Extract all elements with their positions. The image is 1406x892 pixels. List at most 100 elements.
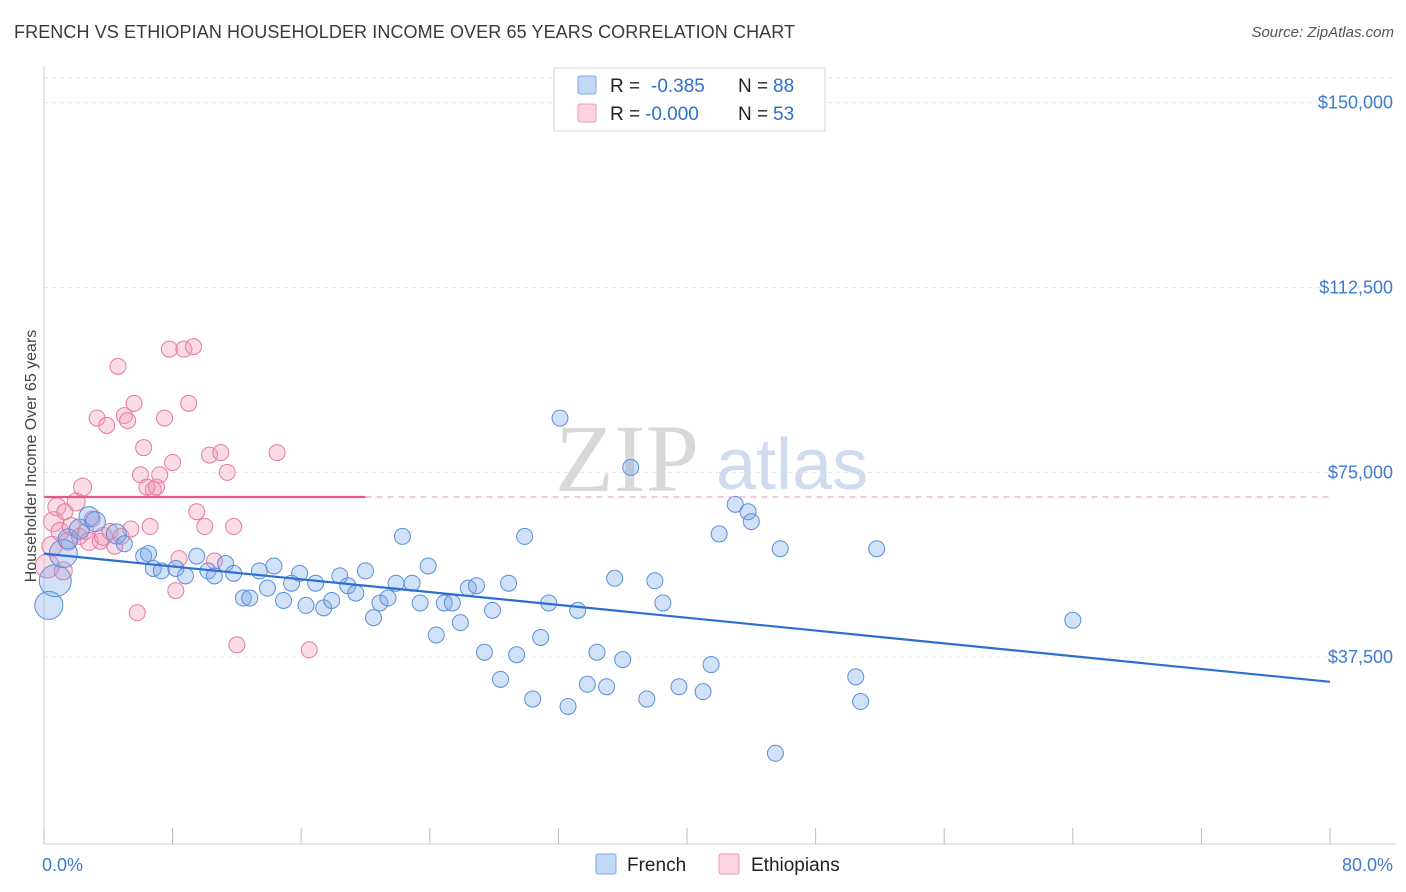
french-point-34	[347, 584, 365, 602]
ethiopians-points	[34, 338, 318, 659]
y-tick-label-0: $37,500	[1328, 647, 1393, 667]
french-point-27	[291, 564, 309, 582]
french-point-56	[524, 690, 542, 708]
source-credit: Source: ZipAtlas.com	[1251, 24, 1394, 41]
french-point-28	[297, 596, 315, 614]
bottom-legend-ethiopians-label: Ethiopians	[751, 855, 840, 876]
french-point-6	[84, 511, 106, 533]
ethiopians-point-11	[73, 477, 93, 497]
legend-ethiopians-swatch	[577, 103, 597, 123]
french-point-67	[622, 458, 640, 476]
axes	[43, 66, 1396, 845]
ethiopians-point-47	[218, 463, 236, 481]
ethiopians-point-50	[268, 444, 286, 462]
x-tick-label-1: 80.0%	[1342, 855, 1393, 875]
french-point-46	[443, 594, 461, 612]
french-point-38	[379, 589, 397, 607]
ethiopians-point-43	[196, 518, 214, 536]
bottom-legend-ethiopians-swatch	[718, 853, 740, 875]
french-point-62	[578, 675, 596, 693]
french-point-1	[38, 564, 72, 598]
french-point-24	[265, 557, 283, 575]
french-point-14	[176, 567, 194, 585]
ethiopians-point-24	[119, 412, 137, 430]
french-point-83	[1064, 611, 1082, 629]
ethiopians-point-36	[164, 453, 182, 471]
french-point-74	[710, 525, 728, 543]
french-point-82	[868, 540, 886, 558]
ethiopians-point-5	[53, 561, 73, 581]
french-point-77	[742, 513, 760, 531]
x-tick-labels: 0.0% 80.0%	[42, 855, 1393, 875]
french-point-40	[393, 527, 411, 545]
french-point-20	[234, 589, 252, 607]
french-point-25	[275, 591, 293, 609]
french-point-73	[702, 656, 720, 674]
ethiopians-point-21	[109, 357, 127, 375]
french-point-37	[371, 594, 389, 612]
french-point-54	[508, 646, 526, 664]
ethiopians-point-25	[122, 520, 140, 538]
french-point-21	[241, 589, 259, 607]
bottom-legend-french-swatch	[595, 853, 617, 875]
french-point-64	[598, 678, 616, 696]
ethiopians-point-44	[201, 446, 219, 464]
french-point-65	[606, 569, 624, 587]
legend-ethiopians-r-value: -0.000	[645, 104, 699, 125]
french-point-57	[532, 628, 550, 646]
french-point-55	[516, 527, 534, 545]
ethiopians-point-45	[205, 552, 223, 570]
french-point-79	[771, 540, 789, 558]
french-point-36	[365, 609, 383, 627]
ethiopians-point-27	[128, 604, 146, 622]
french-point-44	[427, 626, 445, 644]
ethiopians-point-49	[228, 636, 246, 654]
french-point-47	[451, 614, 469, 632]
ethiopians-point-34	[156, 409, 174, 427]
ethiopians-point-46	[212, 444, 230, 462]
ethiopians-point-18	[98, 416, 116, 434]
ethiopians-point-23	[115, 407, 133, 425]
watermark-zip: ZIP	[555, 405, 699, 512]
french-point-63	[588, 643, 606, 661]
french-point-70	[654, 594, 672, 612]
french-point-29	[307, 574, 325, 592]
ethiopians-point-39	[175, 340, 193, 358]
french-point-10	[139, 545, 157, 563]
french-point-52	[492, 670, 510, 688]
legend-frame	[553, 67, 826, 132]
french-point-80	[847, 668, 865, 686]
ethiopians-point-41	[184, 338, 202, 356]
bottom-legend: French Ethiopians	[595, 853, 840, 876]
french-point-42	[411, 594, 429, 612]
watermark-atlas: atlas	[716, 425, 868, 505]
french-point-71	[670, 678, 688, 696]
ethiopians-point-37	[167, 582, 185, 600]
french-point-69	[646, 572, 664, 590]
french-point-35	[357, 562, 374, 580]
ethiopians-point-29	[135, 439, 153, 457]
french-point-0	[34, 590, 64, 620]
french-point-81	[852, 693, 870, 711]
ethiopians-point-51	[300, 641, 318, 659]
bottom-legend-french-label: French	[627, 855, 686, 876]
french-point-31	[323, 591, 341, 609]
ethiopians-point-42	[188, 503, 206, 521]
ethiopians-point-48	[225, 518, 243, 536]
x-tick-label-0: 0.0%	[42, 855, 83, 875]
french-point-60	[559, 697, 577, 715]
legend-ethiopians-r-label: R =	[610, 104, 640, 125]
french-point-12	[152, 562, 170, 580]
french-point-43	[419, 557, 437, 575]
french-point-68	[638, 690, 656, 708]
french-point-50	[475, 643, 493, 661]
legend-french-n-value: 88	[773, 76, 794, 97]
ethiopians-point-52	[138, 478, 156, 496]
french-point-72	[694, 683, 712, 701]
french-point-61	[569, 601, 587, 619]
y-tick-label-2: $112,500	[1319, 277, 1393, 297]
french-point-75	[726, 495, 744, 513]
french-point-76	[739, 503, 757, 521]
legend-french-r-value: -0.385	[651, 76, 705, 97]
